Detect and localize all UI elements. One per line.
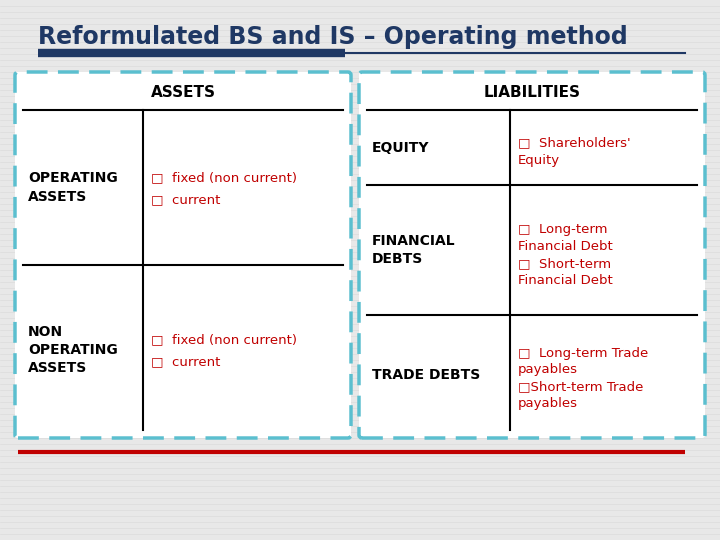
Text: payables: payables <box>518 362 578 375</box>
Text: TRADE DEBTS: TRADE DEBTS <box>372 368 480 382</box>
Text: □  Long-term Trade: □ Long-term Trade <box>518 347 648 360</box>
Text: Equity: Equity <box>518 154 560 167</box>
Text: FINANCIAL
DEBTS: FINANCIAL DEBTS <box>372 234 456 266</box>
Text: OPERATING
ASSETS: OPERATING ASSETS <box>28 171 118 204</box>
Text: □Short-term Trade: □Short-term Trade <box>518 381 644 394</box>
Text: Financial Debt: Financial Debt <box>518 240 613 253</box>
Text: □  Long-term: □ Long-term <box>518 224 608 237</box>
Text: LIABILITIES: LIABILITIES <box>484 85 580 100</box>
Text: Reformulated BS and IS – Operating method: Reformulated BS and IS – Operating metho… <box>38 25 628 49</box>
Text: Financial Debt: Financial Debt <box>518 273 613 287</box>
Text: □  Shareholders': □ Shareholders' <box>518 136 631 149</box>
Text: EQUITY: EQUITY <box>372 140 430 154</box>
Text: □  fixed (non current): □ fixed (non current) <box>151 334 297 347</box>
Text: □  current: □ current <box>151 355 220 368</box>
Text: ASSETS: ASSETS <box>150 85 215 100</box>
Text: □  current: □ current <box>151 193 220 206</box>
FancyBboxPatch shape <box>359 72 705 438</box>
Text: payables: payables <box>518 396 578 409</box>
Text: NON
OPERATING
ASSETS: NON OPERATING ASSETS <box>28 325 118 375</box>
FancyBboxPatch shape <box>15 72 351 438</box>
Text: □  Short-term: □ Short-term <box>518 258 611 271</box>
Text: □  fixed (non current): □ fixed (non current) <box>151 171 297 184</box>
